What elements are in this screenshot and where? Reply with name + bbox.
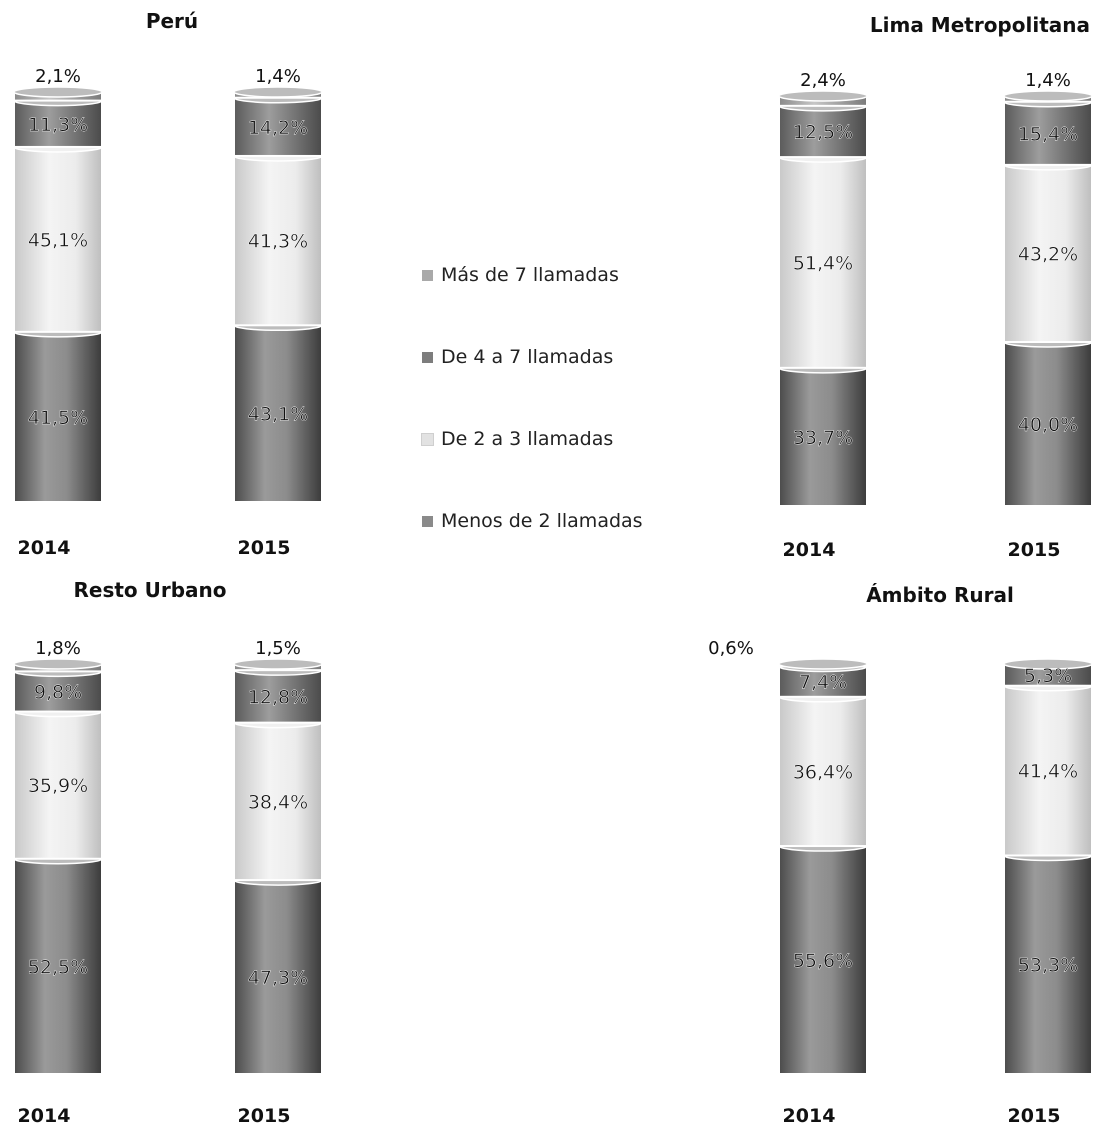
bar-segment-cap bbox=[14, 659, 102, 669]
data-label: 2,1% bbox=[35, 66, 81, 87]
legend-label-2-a-3: De 2 a 3 llamadas bbox=[441, 422, 613, 456]
bar-segment-cap bbox=[234, 87, 322, 97]
data-label: 41,5% bbox=[28, 407, 88, 429]
chart-panel-0: Perú 41,5% 45,1% 11,3% 2,1% 2014 43,1% 41,3% 14,… bbox=[14, 9, 322, 559]
category-label: 2014 bbox=[18, 537, 71, 559]
bar-segment-cap bbox=[14, 87, 102, 97]
category-label: 2015 bbox=[1008, 539, 1061, 561]
data-label: 9,8% bbox=[34, 681, 82, 703]
data-label: 15,4% bbox=[1018, 123, 1078, 145]
legend-label-menos-de-2: Menos de 2 llamadas bbox=[441, 504, 643, 538]
bar-segment-cap bbox=[779, 659, 867, 669]
data-label: 33,7% bbox=[793, 427, 853, 449]
legend-swatch-menos-de-2 bbox=[422, 516, 433, 527]
chart-panel-2: Resto Urbano 52,5% 35,9% 9,8% 1,8% 2014 47,3% 3… bbox=[14, 578, 322, 1127]
data-label: 51,4% bbox=[793, 252, 853, 274]
chart-title: Perú bbox=[146, 9, 198, 33]
data-label: 2,4% bbox=[800, 70, 846, 91]
chart-panel-1: Lima Metropolitana 33,7% 51,4% 12,5% 2,4% 201… bbox=[779, 13, 1092, 561]
chart-title: Resto Urbano bbox=[73, 578, 226, 602]
legend-item-2-a-3: De 2 a 3 llamadas bbox=[422, 422, 722, 504]
data-label: 45,1% bbox=[28, 229, 88, 251]
data-label: 40,0% bbox=[1018, 414, 1078, 436]
category-label: 2014 bbox=[783, 1105, 836, 1127]
category-label: 2014 bbox=[18, 1105, 71, 1127]
data-label: 41,4% bbox=[1018, 761, 1078, 783]
chart-legend: Más de 7 llamadas De 4 a 7 llamadas De 2… bbox=[422, 258, 722, 586]
bar-segment-cap bbox=[779, 91, 867, 101]
category-label: 2015 bbox=[238, 537, 291, 559]
legend-swatch-4-a-7 bbox=[422, 352, 433, 363]
legend-label-4-a-7: De 4 a 7 llamadas bbox=[441, 340, 613, 374]
data-label: 12,8% bbox=[248, 686, 308, 708]
legend-item-mas-de-7: Más de 7 llamadas bbox=[422, 258, 722, 340]
data-label: 1,5% bbox=[255, 638, 301, 659]
bar-segment-cap bbox=[234, 659, 322, 669]
data-label: 47,3% bbox=[248, 967, 308, 989]
category-label: 2015 bbox=[238, 1105, 291, 1127]
data-label: 14,2% bbox=[248, 117, 308, 139]
data-label: 1,4% bbox=[255, 66, 301, 87]
legend-item-4-a-7: De 4 a 7 llamadas bbox=[422, 340, 722, 422]
data-label: 53,3% bbox=[1018, 955, 1078, 977]
data-label: 36,4% bbox=[793, 761, 853, 783]
data-label: 11,3% bbox=[28, 114, 88, 136]
data-label: 52,5% bbox=[28, 956, 88, 978]
data-label: 1,8% bbox=[35, 638, 81, 659]
category-label: 2015 bbox=[1008, 1105, 1061, 1127]
data-label: 5,3% bbox=[1024, 665, 1072, 687]
data-label: 38,4% bbox=[248, 791, 308, 813]
data-label: 12,5% bbox=[793, 121, 853, 143]
data-label: 55,6% bbox=[793, 950, 853, 972]
data-label: 1,4% bbox=[1025, 70, 1071, 91]
data-label: 43,1% bbox=[248, 404, 308, 426]
data-label: 7,4% bbox=[799, 672, 847, 694]
category-label: 2014 bbox=[783, 539, 836, 561]
bar-segment-cap bbox=[1004, 91, 1092, 101]
legend-item-menos-de-2: Menos de 2 llamadas bbox=[422, 504, 722, 586]
chart-title: Lima Metropolitana bbox=[870, 13, 1090, 37]
data-label: 0,6% bbox=[708, 638, 754, 659]
legend-label-mas-de-7: Más de 7 llamadas bbox=[441, 258, 619, 292]
chart-title: Ámbito Rural bbox=[866, 583, 1014, 607]
legend-swatch-mas-de-7 bbox=[422, 270, 433, 281]
chart-panel-3: Ámbito Rural 55,6% 36,4% 7,4% 0,6% 2014 53,3% 4… bbox=[708, 583, 1092, 1127]
data-label: 41,3% bbox=[248, 231, 308, 253]
legend-swatch-2-a-3 bbox=[422, 434, 433, 445]
data-label: 35,9% bbox=[28, 775, 88, 797]
data-label: 43,2% bbox=[1018, 243, 1078, 265]
